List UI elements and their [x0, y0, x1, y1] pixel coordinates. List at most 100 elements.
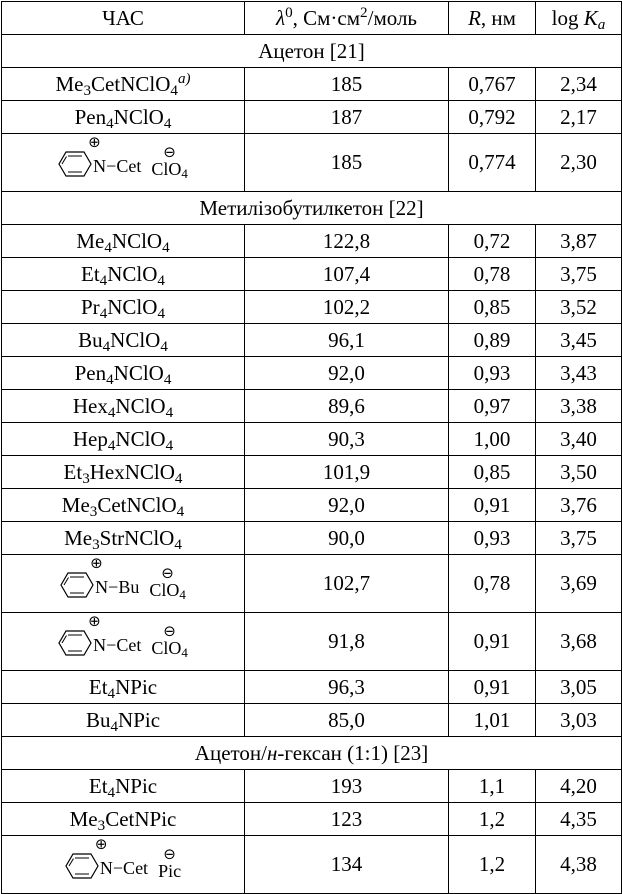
radius-cell: 1,1 [448, 769, 536, 803]
table-row: Bu4NClO4 96,1 0,89 3,45 [1, 323, 622, 357]
lambda-cell: 96,3 [244, 670, 449, 704]
table-row: Me3CetNClO4a) 185 0,767 2,34 [1, 67, 622, 101]
plus-charge: ⊕ [88, 133, 101, 151]
logk-cell: 2,17 [535, 100, 622, 134]
lambda-cell: 92,0 [244, 356, 449, 390]
logk-cell: 3,05 [535, 670, 622, 704]
logk-cell: 3,45 [535, 323, 622, 357]
table-row: Et4NPic 96,3 0,91 3,05 [1, 670, 622, 704]
table-row: Bu4NPic 85,0 1,01 3,03 [1, 703, 622, 737]
anion: ClO [151, 637, 182, 658]
table-row: Me3CetNPic 123 1,2 4,35 [1, 802, 622, 836]
logk-cell: 3,75 [535, 257, 622, 291]
table-row: ⊕ N−Cet ⊖ Pic 134 1,2 4,38 [1, 835, 622, 894]
lambda-cell: 90,3 [244, 422, 449, 456]
anion: ClO [151, 158, 182, 179]
lambda-cell: 85,0 [244, 703, 449, 737]
substituent: N−Cet [93, 155, 142, 176]
radius-cell: 0,91 [448, 670, 536, 704]
salt-cell: Et4NClO4 [1, 257, 245, 291]
header-row: ЧАС λ0, См·см2/моль R, нм log Ka [1, 1, 622, 35]
lambda-cell: 89,6 [244, 389, 449, 423]
header-logk: log Ka [535, 1, 622, 35]
minus-charge: ⊖ [161, 563, 174, 582]
pyridine-ring-icon [60, 571, 94, 598]
pyridine-ring-icon [58, 629, 92, 656]
table-row: Pen4NClO4 187 0,792 2,17 [1, 100, 622, 134]
table-row: Et3HexNClO4 101,9 0,85 3,50 [1, 455, 622, 489]
header-lambda: λ0, См·см2/моль [244, 1, 449, 35]
radius-cell: 0,767 [448, 67, 536, 101]
minus-charge: ⊖ [163, 142, 176, 161]
salt-cell: Et3HexNClO4 [1, 455, 245, 489]
logk-cell: 3,87 [535, 224, 622, 258]
salt-cell: Et4NPic [1, 670, 245, 704]
anion: Pic [158, 860, 182, 881]
lambda-cell: 107,4 [244, 257, 449, 291]
logk-cell: 3,68 [535, 612, 622, 671]
plus-charge: ⊕ [88, 612, 101, 630]
radius-cell: 1,00 [448, 422, 536, 456]
radius-cell: 1,01 [448, 703, 536, 737]
section-title: Ацетон/н-гексан (1:1) [23] [1, 736, 622, 770]
table-row: ⊕ N−Cet ⊖ ClO4 185 0,774 2,30 [1, 133, 622, 192]
logk-cell: 3,76 [535, 488, 622, 522]
table-row: Hex4NClO4 89,6 0,97 3,38 [1, 389, 622, 423]
table-row: Pen4NClO4 92,0 0,93 3,43 [1, 356, 622, 390]
salt-cell: Hex4NClO4 [1, 389, 245, 423]
radius-cell: 0,85 [448, 455, 536, 489]
lambda-cell: 90,0 [244, 521, 449, 555]
lambda-cell: 91,8 [244, 612, 449, 671]
substituent: N−Cet [99, 857, 149, 878]
radius-cell: 0,91 [448, 612, 536, 671]
salt-cell: Hep4NClO4 [1, 422, 245, 456]
plus-charge: ⊕ [94, 835, 108, 853]
salt-cell: Me3StrNClO4 [1, 521, 245, 555]
salt-cell: ⊕ N−Cet ⊖ ClO4 [1, 612, 245, 671]
radius-cell: 0,774 [448, 133, 536, 192]
logk-cell: 3,38 [535, 389, 622, 423]
salt-cell: ⊕ N−Cet ⊖ ClO4 [1, 133, 245, 192]
logk-cell: 4,38 [535, 835, 622, 894]
minus-charge: ⊖ [163, 844, 176, 863]
salt-cell: Bu4NPic [1, 703, 245, 737]
radius-cell: 0,85 [448, 290, 536, 324]
logk-cell: 3,50 [535, 455, 622, 489]
table-row: ⊕ N−Cet ⊖ ClO4 91,8 0,91 3,68 [1, 612, 622, 671]
logk-cell: 4,35 [535, 802, 622, 836]
lambda-cell: 185 [244, 67, 449, 101]
salt-cell: Pen4NClO4 [1, 356, 245, 390]
pyridinium-formula: ⊕ N−Cet ⊖ Pic [65, 837, 182, 881]
logk-cell: 3,69 [535, 554, 622, 613]
table-row: Et4NClO4 107,4 0,78 3,75 [1, 257, 622, 291]
salt-cell: Et4NPic [1, 769, 245, 803]
logk-cell: 3,52 [535, 290, 622, 324]
section-title: Ацетон [21] [1, 34, 622, 68]
pyridinium-formula: ⊕ N−Cet ⊖ ClO4 [58, 135, 188, 180]
radius-cell: 0,78 [448, 257, 536, 291]
logk-cell: 3,40 [535, 422, 622, 456]
salt-cell: Bu4NClO4 [1, 323, 245, 357]
lambda-cell: 102,2 [244, 290, 449, 324]
salt-cell: ⊕ N−Bu ⊖ ClO4 [1, 554, 245, 613]
lambda-cell: 92,0 [244, 488, 449, 522]
section-row: Метилізобутилкетон [22] [1, 191, 622, 225]
salt-cell: Me4NClO4 [1, 224, 245, 258]
minus-charge: ⊖ [163, 621, 176, 640]
radius-cell: 0,91 [448, 488, 536, 522]
lambda-cell: 101,9 [244, 455, 449, 489]
radius-cell: 0,93 [448, 521, 536, 555]
table-row: Hep4NClO4 90,3 1,00 3,40 [1, 422, 622, 456]
plus-charge: ⊕ [90, 554, 103, 572]
lambda-cell: 96,1 [244, 323, 449, 357]
radius-cell: 0,78 [448, 554, 536, 613]
table-row: Me3CetNClO4 92,0 0,91 3,76 [1, 488, 622, 522]
table-row: Et4NPic 193 1,1 4,20 [1, 769, 622, 803]
pyridinium-formula: ⊕ N−Cet ⊖ ClO4 [58, 614, 188, 659]
table-row: Me4NClO4 122,8 0,72 3,87 [1, 224, 622, 258]
logk-cell: 3,75 [535, 521, 622, 555]
radius-cell: 0,89 [448, 323, 536, 357]
salt-cell: Me3CetNClO4a) [1, 67, 245, 101]
salt-cell: Me3CetNClO4 [1, 488, 245, 522]
